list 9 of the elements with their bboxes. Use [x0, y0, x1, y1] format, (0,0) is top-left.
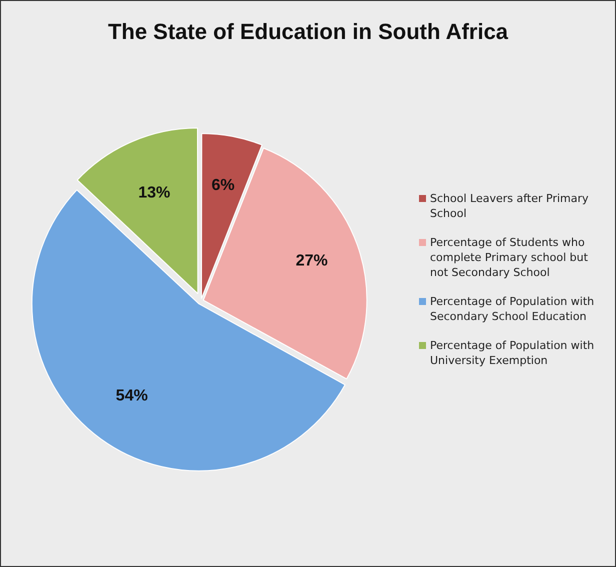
legend-label: School Leavers after Primary School	[430, 191, 590, 221]
legend-label: Percentage of Population with Secondary School Education	[430, 294, 596, 324]
data-label: 13%	[138, 184, 170, 202]
chart-title: The State of Education in South Africa	[106, 19, 510, 45]
legend-label: Percentage of Students who complete Primary school but not Secondary School	[430, 235, 589, 280]
data-label: 6%	[211, 176, 235, 194]
data-label: 54%	[116, 388, 148, 405]
data-label: 27%	[296, 252, 328, 270]
legend-label: Percentage of Population with University Exemption	[430, 338, 596, 368]
